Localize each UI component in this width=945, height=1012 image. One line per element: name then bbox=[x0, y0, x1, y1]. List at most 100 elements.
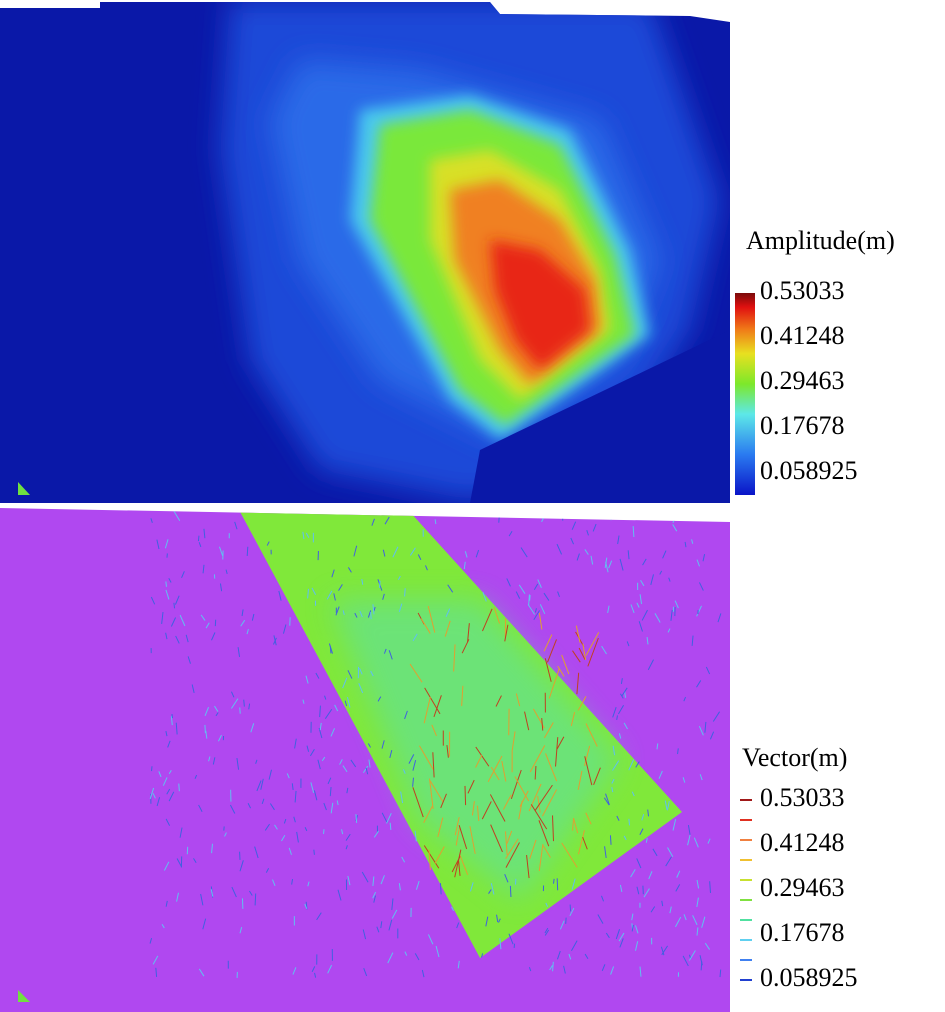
vector-arrow bbox=[381, 740, 385, 749]
vector-arrow bbox=[202, 564, 205, 574]
vector-arrow bbox=[475, 549, 480, 558]
vector-arrow bbox=[561, 654, 570, 675]
vector-arrow bbox=[239, 927, 243, 934]
legend-tick-label: 0.29463 bbox=[760, 873, 845, 902]
vector-arrow bbox=[174, 595, 180, 605]
vector-arrow bbox=[571, 521, 577, 530]
colorbar bbox=[735, 293, 755, 495]
vector-arrow bbox=[514, 776, 530, 802]
vector-arrow bbox=[388, 650, 393, 660]
vector-arrow bbox=[282, 624, 287, 634]
vector-arrow bbox=[260, 778, 264, 790]
vector-arrow bbox=[571, 878, 576, 890]
vector-arrow bbox=[149, 937, 153, 944]
vector-arrow bbox=[527, 604, 536, 615]
vector-arrow bbox=[409, 663, 423, 683]
vector-arrow bbox=[293, 816, 296, 823]
vector-arrow bbox=[618, 932, 625, 942]
vector-arrow bbox=[347, 875, 351, 886]
vector-arrow bbox=[323, 802, 327, 811]
vector-arrow bbox=[205, 622, 210, 629]
legend-tick-label: 0.058925 bbox=[760, 963, 858, 992]
vector-arrow bbox=[636, 886, 640, 895]
vector-arrow bbox=[447, 584, 454, 593]
vector-arrow bbox=[636, 858, 642, 869]
vector-arrow bbox=[247, 803, 252, 809]
vector-arrow bbox=[458, 825, 468, 850]
vector-arrow bbox=[453, 644, 456, 672]
vector-arrow bbox=[412, 633, 418, 642]
vector-arrow bbox=[640, 580, 645, 587]
vector-arrow bbox=[538, 844, 544, 872]
vector-arrow bbox=[288, 847, 292, 855]
vector-arrow bbox=[509, 885, 512, 897]
vector-arrow bbox=[212, 757, 216, 765]
vector-arrow bbox=[264, 823, 270, 831]
legend-tick-label: 0.53033 bbox=[760, 276, 845, 305]
vector-arrow bbox=[696, 897, 699, 907]
vector-arrow bbox=[328, 643, 334, 654]
vector-arrow bbox=[470, 882, 474, 892]
vector-arrow bbox=[336, 800, 339, 806]
vector-arrow bbox=[467, 623, 470, 643]
vector-arrow bbox=[485, 916, 489, 927]
vector-arrow bbox=[634, 941, 639, 951]
vector-arrow bbox=[210, 889, 214, 897]
vector-arrow bbox=[391, 909, 398, 919]
vector-arrow bbox=[601, 645, 607, 655]
vector-arrow bbox=[372, 604, 375, 615]
vector-arrow bbox=[692, 915, 698, 926]
vector-arrow bbox=[451, 906, 454, 912]
vector-arrow bbox=[619, 558, 624, 571]
vector-arrow bbox=[590, 555, 594, 565]
vector-arrow bbox=[248, 703, 251, 710]
vector-arrow bbox=[318, 727, 323, 739]
axis-triad bbox=[18, 990, 30, 1002]
vector-arrow bbox=[250, 723, 255, 733]
vector-arrow bbox=[334, 704, 339, 712]
vector-arrow bbox=[570, 537, 575, 545]
vector-arrow bbox=[541, 718, 544, 731]
vector-arrow bbox=[639, 828, 644, 835]
vector-arrow bbox=[424, 565, 428, 571]
vector-arrow bbox=[241, 609, 244, 617]
vector-arrow bbox=[499, 938, 502, 950]
vector-arrow bbox=[230, 691, 235, 698]
vector-arrow bbox=[515, 591, 521, 599]
vector-arrow bbox=[696, 605, 702, 617]
vector-arrow bbox=[623, 835, 627, 841]
vector-arrow bbox=[542, 789, 558, 817]
vector-arrow bbox=[612, 745, 616, 756]
vector-arrow bbox=[341, 829, 344, 835]
vector-arrow bbox=[704, 721, 707, 733]
vector-arrow bbox=[404, 588, 406, 597]
vector-arrow bbox=[508, 530, 513, 537]
vector-arrow bbox=[239, 860, 244, 872]
vector-arrow bbox=[445, 608, 451, 618]
vector-arrow bbox=[683, 696, 687, 702]
vector-arrow bbox=[571, 940, 578, 952]
vector-arrow bbox=[543, 592, 550, 601]
vector-arrow bbox=[451, 856, 461, 873]
vector-arrow bbox=[339, 759, 343, 765]
legend-tick-label: 0.41248 bbox=[760, 321, 845, 350]
vector-arrow bbox=[534, 784, 553, 811]
vector-arrow bbox=[502, 794, 512, 810]
background bbox=[470, 330, 730, 503]
vector-arrow bbox=[493, 607, 501, 624]
vector-arrow bbox=[601, 895, 605, 902]
legend-tick-label: 0.17678 bbox=[760, 918, 845, 947]
vector-arrow bbox=[475, 754, 483, 768]
vector-arrow bbox=[382, 549, 386, 557]
vector-arrow bbox=[645, 837, 648, 843]
vector-arrow bbox=[650, 574, 654, 586]
vector-arrow bbox=[557, 591, 560, 598]
vector-arrow bbox=[661, 945, 669, 956]
vector-arrow bbox=[670, 514, 676, 521]
vector-arrow bbox=[193, 858, 197, 863]
vector-arrow bbox=[699, 774, 703, 781]
vector-arrow bbox=[296, 831, 299, 843]
vector-arrow bbox=[150, 518, 153, 523]
vector-arrow bbox=[181, 571, 185, 579]
vector-arrow bbox=[634, 925, 639, 934]
